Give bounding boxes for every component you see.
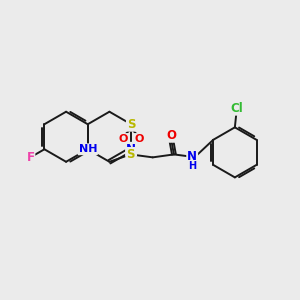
Text: N: N: [187, 150, 197, 163]
Text: S: S: [127, 118, 135, 131]
Text: NH: NH: [79, 144, 97, 154]
Text: O: O: [118, 134, 128, 144]
Text: S: S: [126, 148, 135, 161]
Text: H: H: [188, 160, 196, 171]
Text: O: O: [135, 134, 144, 144]
Text: Cl: Cl: [230, 102, 243, 115]
Text: O: O: [166, 129, 176, 142]
Text: N: N: [126, 143, 136, 156]
Text: F: F: [26, 151, 34, 164]
